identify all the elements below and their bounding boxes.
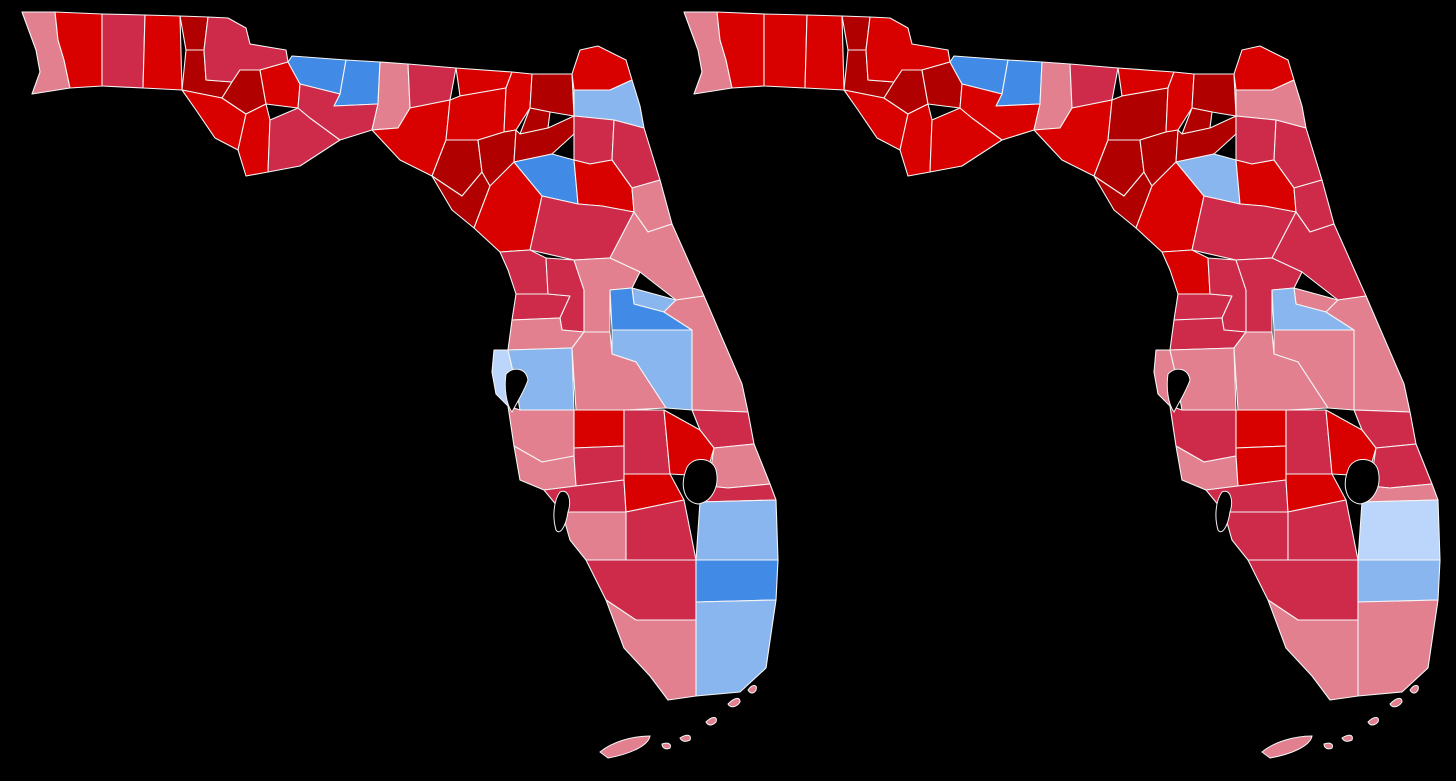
florida-key-1 [1261,735,1313,759]
florida-key-2 [1323,742,1333,750]
county-nassau [571,45,633,91]
florida-key-6 [1409,685,1419,694]
county-monroe [1267,599,1359,701]
florida-key-3 [679,734,691,742]
county-baker [529,73,575,117]
county-lee [561,511,627,561]
lake-okeechobee [682,459,718,505]
florida-key-2 [661,742,671,750]
county-collier [1247,559,1359,621]
county-holmes [841,15,871,51]
county-desoto [573,445,625,487]
county-bradford [513,115,575,163]
county-baker [1191,73,1237,117]
right-map [683,11,1441,759]
county-okaloosa [101,13,146,89]
county-desoto [1235,445,1287,487]
tampa-bay [1166,368,1191,413]
florida-key-1 [599,735,651,759]
florida-key-4 [1367,717,1379,726]
county-hardee [1235,409,1287,449]
county-broward [1357,559,1441,603]
county-lee [1223,511,1289,561]
county-citrus [1161,249,1211,295]
florida-key-5 [727,697,741,708]
county-bradford [1175,115,1237,163]
county-clay [573,115,615,165]
florida-key-5 [1389,697,1403,708]
tampa-bay [504,368,529,413]
florida-key-4 [705,717,717,726]
county-hardee [573,409,625,449]
county-highlands [1285,409,1333,475]
county-suwannee [1107,87,1169,141]
florida-key-6 [747,685,757,694]
county-walton [142,14,183,91]
county-nassau [1233,45,1295,91]
county-citrus [499,249,549,295]
county-miamidade [1357,599,1439,697]
charlotte-harbor [1215,490,1233,533]
florida-key-3 [1341,734,1353,742]
county-holmes [179,15,209,51]
county-palmbeach [1357,499,1441,561]
county-walton [804,14,845,91]
county-suwannee [445,87,507,141]
lake-okeechobee [1344,459,1380,505]
charlotte-harbor [553,490,571,533]
left-map [21,11,779,759]
county-okaloosa [763,13,808,89]
county-monroe [605,599,697,701]
county-clay [1235,115,1277,165]
